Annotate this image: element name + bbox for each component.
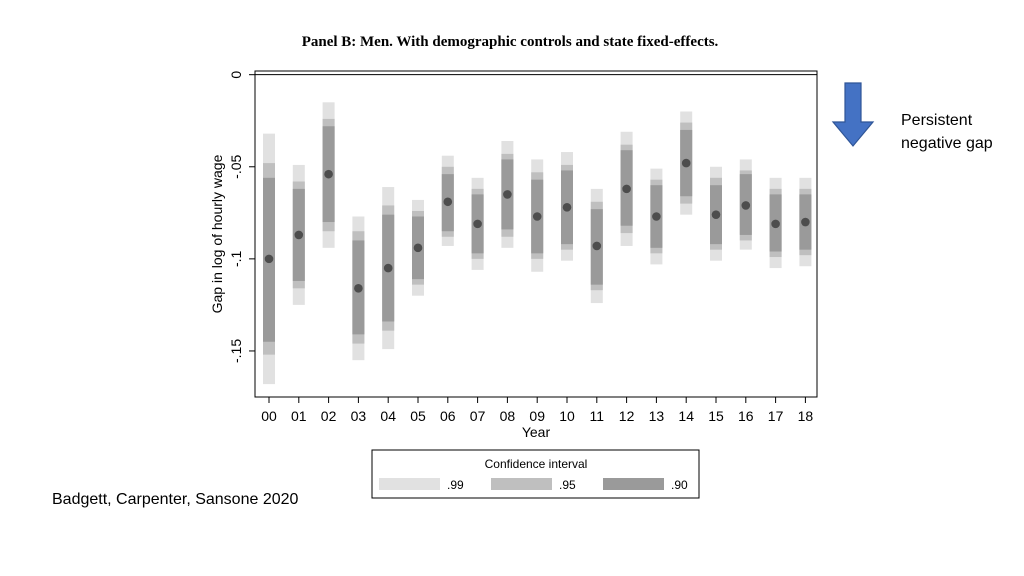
y-axis-label: Gap in log of hourly wage	[209, 154, 225, 313]
point-estimate	[622, 184, 631, 194]
x-tick-label: 01	[291, 408, 307, 424]
point-estimate	[592, 241, 602, 251]
point-estimate	[264, 254, 274, 264]
point-estimate	[771, 219, 780, 229]
x-tick-label: 06	[440, 408, 456, 424]
point-estimate	[532, 212, 542, 221]
ci-group	[382, 187, 395, 350]
point-estimate	[801, 217, 810, 227]
legend-label-90: .90	[671, 478, 688, 492]
ci-group	[590, 188, 603, 304]
y-tick-label: -.1	[228, 250, 244, 267]
y-tick-label: -.05	[228, 154, 244, 178]
point-estimate	[741, 201, 751, 210]
ci-group	[650, 168, 663, 265]
down-arrow-icon	[831, 82, 875, 147]
ci-group	[531, 159, 544, 272]
legend-swatch-99	[379, 478, 440, 490]
ci-group	[561, 152, 573, 261]
x-tick-label: 10	[559, 408, 575, 424]
point-estimate	[562, 202, 572, 212]
x-tick-label: 00	[261, 408, 277, 424]
x-tick-label: 14	[678, 408, 694, 424]
chart-title: Panel B: Men. With demographic controls …	[302, 34, 719, 50]
point-estimate	[413, 243, 423, 253]
point-estimate	[354, 284, 363, 293]
legend-label-95: .95	[559, 478, 576, 492]
x-tick-label: 09	[529, 408, 545, 424]
x-tick-label: 15	[708, 408, 724, 424]
x-tick-label: 18	[798, 408, 814, 424]
ci-group	[769, 177, 782, 269]
ci-group	[352, 216, 365, 361]
x-tick-label: 02	[321, 408, 337, 424]
x-tick-label: 04	[380, 408, 396, 424]
legend-title: Confidence interval	[485, 457, 588, 471]
ci-group	[620, 131, 633, 246]
legend-swatch-90	[603, 478, 664, 490]
ci-group	[680, 111, 693, 215]
x-tick-label: 07	[470, 408, 486, 424]
legend-swatch-95	[491, 478, 552, 490]
x-tick-label: 03	[351, 408, 367, 424]
legend-label-99: .99	[447, 478, 464, 492]
ci-group	[322, 102, 335, 248]
x-tick-label: 17	[768, 408, 784, 424]
ci-group	[799, 177, 812, 267]
point-estimate	[443, 197, 453, 207]
ci-group	[292, 164, 305, 305]
point-estimate	[324, 169, 333, 179]
x-tick-label: 05	[410, 408, 426, 424]
point-estimate	[294, 230, 304, 240]
x-tick-label: 13	[649, 408, 665, 424]
y-tick-label: -.15	[228, 339, 244, 363]
legend: Confidence interval .99 .95 .90	[371, 449, 700, 499]
y-axis: 0 -.05 -.1 -.15	[228, 71, 255, 363]
ci-group	[710, 166, 722, 261]
ci-bars	[263, 102, 812, 385]
x-axis-label: Year	[522, 424, 551, 440]
y-tick-label: 0	[228, 71, 244, 79]
citation: Badgett, Carpenter, Sansone 2020	[52, 491, 299, 508]
point-estimate	[681, 158, 691, 168]
ci-group	[501, 140, 514, 248]
point-estimate	[473, 219, 482, 229]
x-tick-label: 12	[619, 408, 635, 424]
annotation-line-1: Persistent	[901, 112, 973, 129]
annotation-line-2: negative gap	[901, 135, 993, 152]
x-axis: 00 01 02 03 04 05 06 07 08 09 10 11 12 13 14 15 16 17 18	[261, 397, 813, 424]
ci-group	[471, 177, 484, 270]
ci-group	[412, 199, 424, 296]
x-tick-label: 11	[590, 408, 605, 424]
point-estimate	[711, 210, 721, 219]
x-tick-label: 16	[738, 408, 754, 424]
ci-group	[263, 133, 275, 385]
point-estimate	[652, 212, 661, 221]
ci-group	[739, 159, 752, 250]
point-estimate	[503, 190, 512, 199]
point-estimate	[383, 263, 393, 273]
x-tick-label: 08	[500, 408, 516, 424]
ci-group	[441, 155, 454, 246]
